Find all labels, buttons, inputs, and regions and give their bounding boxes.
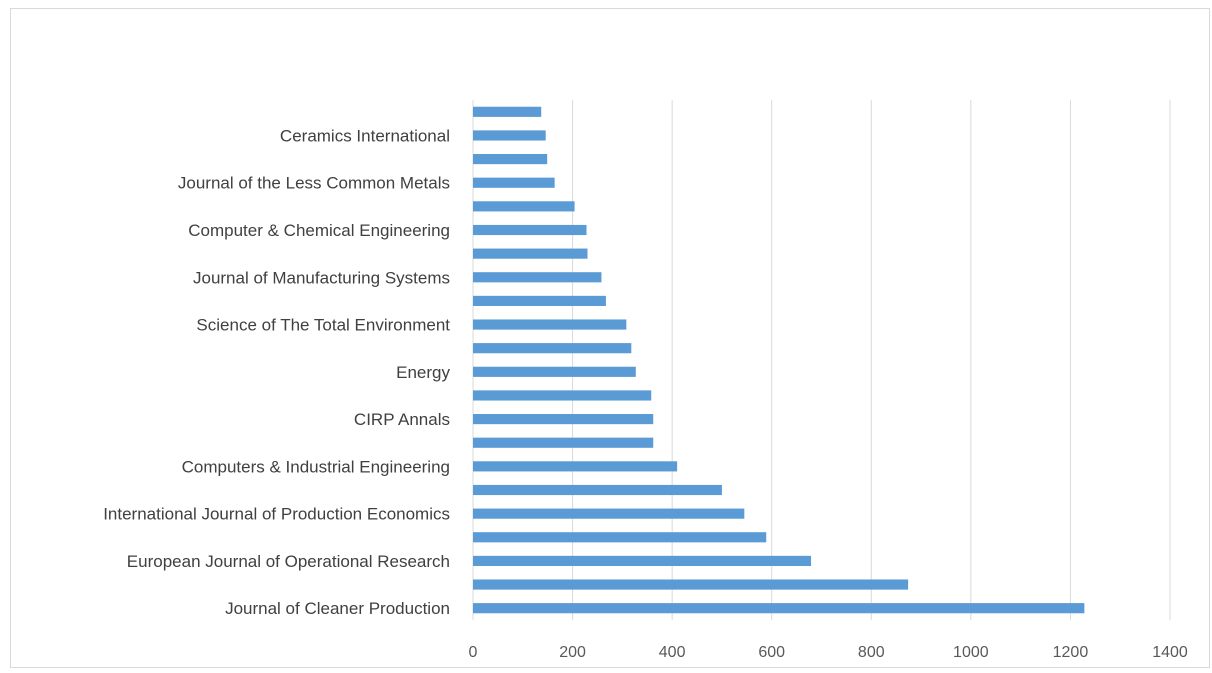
x-tick-label: 200 — [559, 644, 586, 661]
bar — [473, 555, 812, 566]
bar — [473, 248, 588, 259]
bar — [473, 579, 909, 590]
category-label: European Journal of Operational Research — [127, 552, 450, 571]
x-tick-label: 800 — [858, 644, 885, 661]
category-label: Journal of Cleaner Production — [225, 599, 450, 618]
bar — [473, 319, 627, 330]
category-label: Journal of Manufacturing Systems — [193, 268, 450, 287]
bar — [473, 154, 548, 165]
bar — [473, 343, 632, 354]
category-label: CIRP Annals — [354, 410, 450, 429]
bar — [473, 390, 652, 401]
bar — [473, 130, 546, 141]
bar — [473, 106, 542, 117]
bar — [473, 603, 1085, 614]
category-label: International Journal of Production Econ… — [103, 505, 450, 524]
bar — [473, 532, 767, 543]
category-label: Energy — [396, 363, 450, 382]
x-tick-label: 1400 — [1152, 644, 1188, 661]
x-tick-label: 0 — [469, 644, 478, 661]
category-label: Science of The Total Environment — [196, 316, 450, 335]
bar — [473, 201, 575, 212]
bar — [473, 366, 636, 377]
bar — [473, 224, 587, 236]
bar — [473, 295, 606, 306]
category-label: Ceramics International — [280, 126, 450, 145]
bar — [473, 437, 654, 448]
x-tick-label: 1200 — [1053, 644, 1089, 661]
x-tick-label: 600 — [758, 644, 785, 661]
x-tick-label: 400 — [659, 644, 686, 661]
x-tick-label: 1000 — [953, 644, 989, 661]
bar — [473, 484, 722, 496]
category-label: Computer & Chemical Engineering — [188, 221, 450, 240]
bar — [473, 272, 602, 283]
bar — [473, 414, 654, 425]
category-label: Journal of the Less Common Metals — [178, 174, 450, 193]
bar — [473, 461, 678, 472]
category-label: Computers & Industrial Engineering — [182, 457, 450, 476]
bar — [473, 508, 745, 519]
bar — [473, 177, 555, 188]
